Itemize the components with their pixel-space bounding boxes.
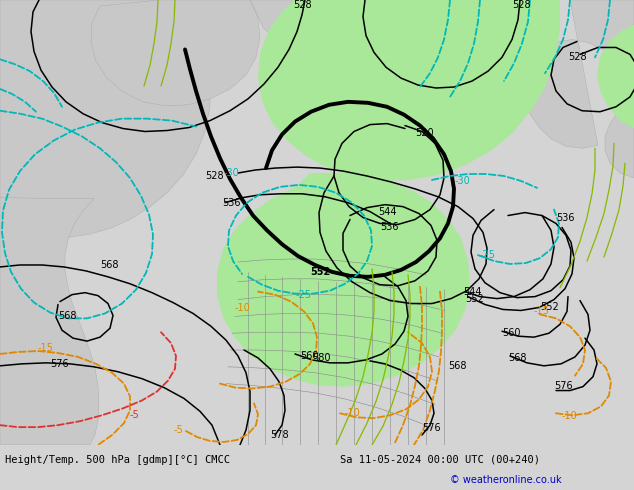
Polygon shape <box>250 0 375 50</box>
Polygon shape <box>354 0 448 61</box>
Polygon shape <box>390 0 492 53</box>
Text: 560: 560 <box>502 328 521 338</box>
Text: 552: 552 <box>465 294 484 304</box>
Text: 528: 528 <box>294 0 313 10</box>
Text: 568: 568 <box>508 353 526 363</box>
Text: 552: 552 <box>310 267 330 277</box>
Text: -5: -5 <box>130 410 139 420</box>
Text: -5: -5 <box>174 425 184 435</box>
Polygon shape <box>524 0 634 178</box>
Text: 580: 580 <box>312 353 330 363</box>
Text: 544: 544 <box>378 207 396 217</box>
Text: 568: 568 <box>100 260 119 270</box>
Text: -25: -25 <box>296 290 312 300</box>
Polygon shape <box>91 0 260 106</box>
Text: 544: 544 <box>463 287 481 296</box>
Text: -30: -30 <box>224 168 240 178</box>
Polygon shape <box>0 198 99 445</box>
Text: 576: 576 <box>50 359 68 369</box>
Text: -10: -10 <box>345 408 361 418</box>
Text: 536: 536 <box>222 197 240 208</box>
Polygon shape <box>258 0 560 181</box>
Text: © weatheronline.co.uk: © weatheronline.co.uk <box>450 475 562 485</box>
Polygon shape <box>0 0 210 237</box>
Text: -10: -10 <box>235 303 251 314</box>
Polygon shape <box>217 173 470 387</box>
Text: 536: 536 <box>556 213 574 222</box>
Text: 552: 552 <box>540 301 559 312</box>
Text: 576: 576 <box>554 381 573 391</box>
Text: 578: 578 <box>270 430 288 440</box>
Text: Sa 11-05-2024 00:00 UTC (00+240): Sa 11-05-2024 00:00 UTC (00+240) <box>340 455 540 465</box>
Text: 520: 520 <box>415 128 434 139</box>
Text: 528: 528 <box>205 171 224 181</box>
Polygon shape <box>570 0 634 128</box>
Text: -30: -30 <box>455 176 471 186</box>
Text: 528: 528 <box>512 0 531 10</box>
Text: -25: -25 <box>480 250 496 260</box>
Text: -10: -10 <box>562 411 578 421</box>
Text: Height/Temp. 500 hPa [gdmp][°C] CMCC: Height/Temp. 500 hPa [gdmp][°C] CMCC <box>5 455 230 465</box>
Text: 568: 568 <box>448 361 467 371</box>
Polygon shape <box>0 0 634 445</box>
Text: 536: 536 <box>380 222 399 232</box>
Text: 576: 576 <box>422 423 441 433</box>
Text: -15: -15 <box>534 306 550 317</box>
Text: 568: 568 <box>58 311 77 321</box>
Text: 560: 560 <box>300 351 318 361</box>
Text: 528: 528 <box>568 52 586 62</box>
Text: -15: -15 <box>38 343 54 353</box>
